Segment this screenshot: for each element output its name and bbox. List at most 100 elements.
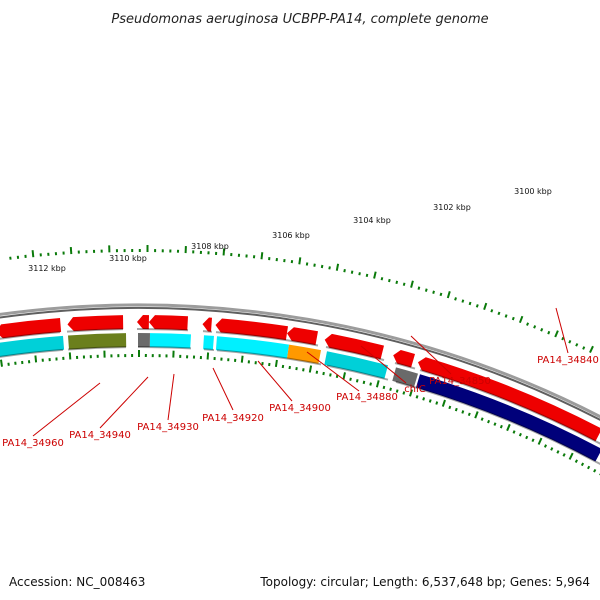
cat-cyan-1 [324, 351, 388, 379]
outer-tick-23 [424, 288, 428, 292]
outer-tick-20 [446, 291, 451, 299]
inner-tick-12 [525, 435, 529, 440]
inner-tick-60 [206, 352, 210, 360]
inner-tick-48 [288, 365, 291, 370]
gene-label-g34900: PA14_34900 [269, 403, 331, 414]
inner-tick-85 [34, 355, 38, 363]
cat-brightcyan-3 [149, 333, 191, 349]
leader-g34850 [410, 335, 452, 375]
gene-label-g34960: PA14_34960 [2, 438, 64, 449]
scale-label-kb3110: 3110 kbp [109, 254, 147, 263]
gene-pa14-34850-shade [394, 362, 416, 370]
inner-tick-35 [375, 380, 380, 388]
cat-brightcyan-3-shade [149, 346, 192, 350]
gene-label-gchiC: chiC [404, 384, 426, 395]
outer-tick-27 [395, 280, 399, 285]
leader-g34840 [555, 307, 569, 354]
gene-tracks [0, 315, 600, 466]
cat-brightcyan-2 [203, 335, 214, 350]
inner-tick-3 [580, 462, 585, 467]
outer-tick-6 [547, 330, 551, 335]
outer-tick-5 [554, 330, 559, 338]
inner-tick-4 [574, 459, 578, 463]
outer-tick-15 [483, 302, 488, 311]
outer-tick-33 [350, 270, 354, 274]
leader-g34930 [167, 373, 175, 421]
inner-tick-36 [369, 382, 372, 386]
outer-tick-36 [328, 266, 331, 270]
gene-chic-shade [325, 346, 385, 362]
inner-tick-2 [587, 465, 591, 470]
cat-olive [68, 333, 127, 350]
gene-pa14-34900-shade [215, 331, 289, 342]
scale-label-kb3102: 3102 kbp [433, 203, 471, 212]
label-leaders [32, 307, 569, 437]
outer-tick-8 [533, 325, 537, 329]
accession-text: Accession: NC_008463 [9, 575, 146, 589]
outer-tick-1 [582, 346, 586, 350]
inner-tick-21 [467, 412, 471, 417]
outer-tick-4 [561, 336, 565, 341]
outer-tick-39 [305, 262, 309, 266]
gene-pa14-34920 [202, 317, 212, 332]
outer-tick-7 [540, 328, 544, 332]
inner-tick-27 [428, 399, 432, 403]
cat-navy [416, 374, 600, 462]
outer-tick-25 [410, 280, 414, 288]
scale-label-kb3100: 3100 kbp [514, 187, 552, 196]
leader-gchiC [360, 345, 407, 384]
gene-pa14-34920-shade [202, 330, 213, 333]
cat-brightcyan-1-shade [216, 349, 290, 360]
scale-label-kb3104: 3104 kbp [353, 216, 391, 225]
leader-g34900 [257, 360, 293, 402]
leader-g34940 [99, 376, 149, 429]
outer-tick-19 [454, 297, 457, 301]
inner-tick-9 [543, 444, 548, 448]
inner-tick-14 [512, 430, 516, 434]
leader-g34920 [212, 367, 234, 411]
leader-g34880 [306, 351, 360, 392]
inner-tick-1 [593, 468, 597, 473]
cat-gray-1-shade [395, 380, 419, 390]
cat-gray-2 [138, 333, 150, 348]
outer-tick-75 [31, 250, 35, 258]
outer-tick-10 [518, 315, 524, 324]
cat-navy-shade [419, 387, 600, 466]
outer-tick-14 [490, 309, 494, 313]
gene-pa14-34840 [418, 357, 600, 442]
outer-tick-9 [526, 322, 530, 326]
cat-olive-shade [67, 346, 127, 351]
gene-pa14-34940 [67, 315, 124, 332]
outer-tick-30 [373, 271, 377, 279]
inner-tick-44 [315, 370, 319, 374]
inner-tick-10 [537, 437, 543, 445]
inner-tick-15 [506, 423, 511, 432]
inner-tick-26 [435, 401, 439, 405]
outer-tick-18 [461, 299, 465, 303]
cat-gray-1 [392, 367, 418, 388]
backbone-outer [0, 303, 600, 419]
outer-tick-21 [439, 292, 443, 297]
cat-cyan-2 [0, 335, 65, 357]
gene-pa14-34935 [137, 315, 149, 330]
gene-pa14-34850 [393, 350, 415, 368]
scale-label-kb3112: 3112 kbp [28, 264, 66, 273]
inner-tick-23 [454, 407, 458, 412]
outer-tick-32 [358, 272, 361, 276]
cat-orange-shade [288, 357, 322, 366]
inner-tick-16 [499, 424, 503, 429]
inner-tick-17 [493, 422, 497, 426]
gene-pa14-34960-shade [0, 331, 61, 340]
outer-tick-0 [589, 345, 594, 354]
outer-tick-50 [222, 248, 226, 256]
inner-tick-6 [562, 453, 566, 457]
cat-cyan-1-shade [326, 364, 389, 381]
gene-pa14-34940-shade [66, 328, 124, 333]
outer-tick-26 [402, 282, 406, 286]
backbone-inner [0, 307, 600, 421]
outer-tick-2 [575, 343, 579, 347]
inner-tick-13 [518, 432, 522, 437]
inner-tick-42 [329, 373, 332, 377]
outer-tick-70 [69, 247, 73, 255]
inner-tick-40 [342, 372, 346, 380]
